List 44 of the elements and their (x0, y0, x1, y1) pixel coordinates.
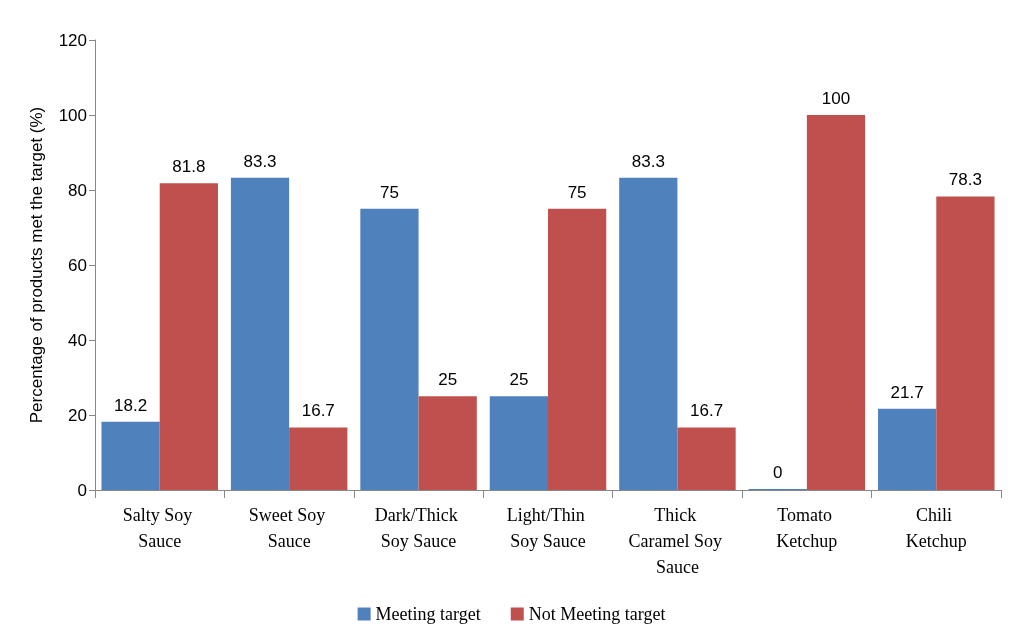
data-label: 16.7 (301, 401, 335, 421)
x-tick-label: Dark/Thick Soy Sauce (374, 505, 463, 551)
x-tick-label: Thick Caramel Soy Sauce (628, 505, 727, 577)
y-tick-label: 20 (68, 405, 87, 425)
legend-label: Not Meeting target (528, 604, 666, 624)
y-tick-label: 40 (68, 330, 87, 350)
data-label: 25 (438, 370, 458, 390)
bar (159, 183, 218, 490)
data-label: 75 (567, 182, 587, 202)
bar (878, 408, 937, 490)
data-label: 0 (773, 463, 783, 482)
data-label: 83.3 (631, 151, 665, 171)
x-tick-label: Sweet Soy Sauce (248, 505, 330, 551)
y-tick-label: 80 (68, 180, 87, 200)
x-tick-label: Light/Thin Soy Sauce (506, 505, 590, 551)
bar (936, 196, 995, 490)
bar (806, 115, 866, 490)
bar (360, 208, 419, 490)
data-label: 81.8 (172, 157, 206, 177)
data-label: 83.3 (243, 151, 277, 171)
data-label: 18.2 (114, 395, 148, 415)
y-tick-label: 60 (68, 255, 87, 275)
x-tick-label: Tomato Ketchup (776, 505, 838, 551)
bar (418, 396, 477, 490)
bar (101, 421, 160, 490)
y-axis-title: Percentage of products met the target (%) (27, 106, 46, 424)
y-tick-label: 0 (77, 480, 87, 500)
data-label: 75 (379, 182, 399, 202)
y-tick-label: 120 (58, 30, 87, 50)
legend-label: Meeting target (375, 604, 481, 624)
data-label: 21.7 (890, 382, 924, 402)
bar (619, 177, 678, 490)
data-label: 25 (509, 370, 529, 390)
data-label: 16.7 (690, 401, 724, 421)
data-label: 78.3 (948, 170, 982, 190)
bar (230, 177, 290, 490)
bar (677, 427, 736, 490)
y-tick-label: 100 (58, 105, 87, 125)
bar (289, 427, 348, 490)
x-tick-label: Chili Ketchup (905, 505, 967, 551)
x-tick-label: Salty Soy Sauce (122, 505, 197, 551)
bar (548, 208, 607, 490)
data-label: 100 (821, 89, 851, 108)
bar (489, 396, 548, 490)
